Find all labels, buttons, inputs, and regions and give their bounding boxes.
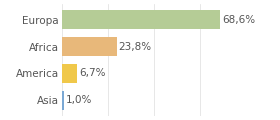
Bar — [62, 64, 77, 83]
Text: 1,0%: 1,0% — [66, 95, 92, 105]
Bar — [62, 37, 116, 56]
Bar — [62, 10, 220, 29]
Bar — [62, 91, 64, 110]
Text: 23,8%: 23,8% — [118, 42, 151, 52]
Text: 68,6%: 68,6% — [222, 15, 255, 25]
Text: 6,7%: 6,7% — [79, 68, 106, 78]
